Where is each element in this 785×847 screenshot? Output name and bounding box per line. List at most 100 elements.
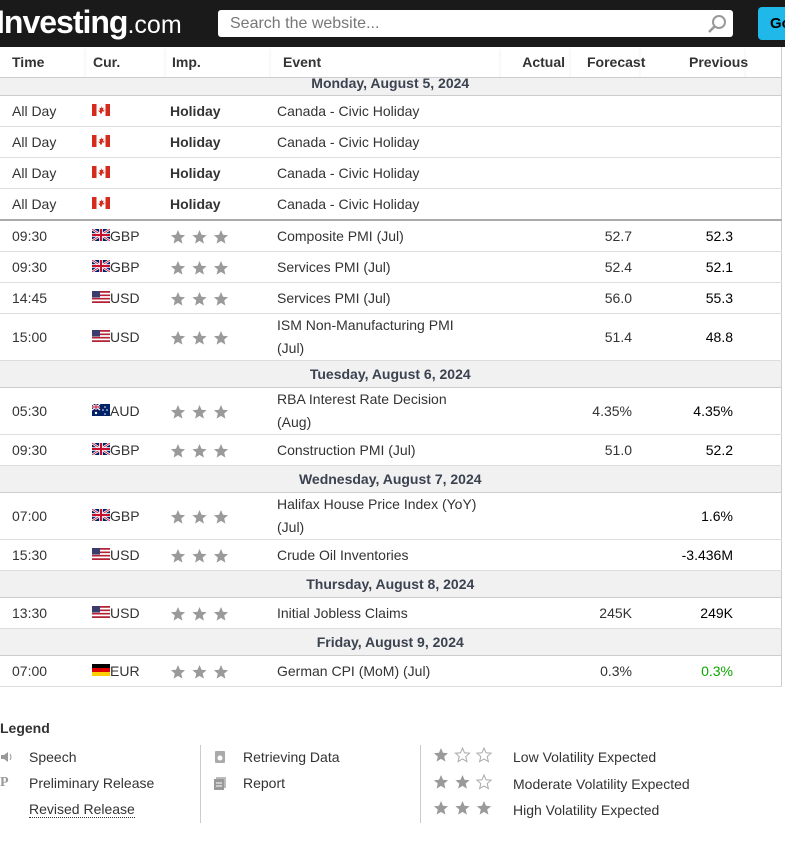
forecast: 51.0 [570, 434, 640, 466]
event-row: 15:30 USD Crude Oil Inventories -3.436M [0, 539, 781, 571]
time: 09:30 [0, 219, 85, 252]
currency-cell: AUD [85, 387, 165, 435]
time: 13:30 [0, 597, 85, 629]
spacer [745, 282, 781, 314]
flag-part [92, 197, 97, 209]
flag-part [92, 606, 100, 613]
spacer [745, 313, 781, 361]
flag-part [105, 104, 110, 116]
date-row: Tuesday, August 6, 2024 [0, 360, 781, 388]
star-filled [192, 260, 207, 275]
event-name: Crude Oil Inventories [277, 546, 409, 563]
column-header: Cur. [85, 47, 165, 78]
previous [640, 95, 745, 127]
event-name: Canada - Civic Holiday [277, 164, 420, 181]
event-row: 15:00 USD ISM Non-Manufacturing PMI (Jul) 5… [0, 313, 781, 361]
actual [500, 282, 570, 314]
logo[interactable]: Investing.com [0, 4, 182, 41]
event-name: Services PMI (Jul) [277, 258, 391, 275]
forecast: 52.4 [570, 251, 640, 283]
event-name: Composite PMI (Jul) [277, 227, 404, 244]
star-empty [454, 747, 471, 763]
forecast [570, 126, 640, 158]
search-icon [708, 15, 726, 33]
time: All Day [0, 126, 85, 158]
legend-title: Legend [0, 720, 50, 736]
spacer [745, 387, 781, 435]
importance-cell [165, 655, 270, 687]
star-filled [170, 330, 186, 345]
actual [500, 95, 570, 127]
event-cell: Canada - Civic Holiday [270, 126, 500, 158]
actual [500, 251, 570, 283]
star-empty [475, 773, 493, 790]
previous: 48.8 [640, 313, 745, 361]
flag-part [92, 443, 110, 455]
flag [91, 508, 111, 522]
flag [92, 197, 110, 209]
event-row: 05:30 AUD RBA Interest Rate Decision (Aug)… [0, 387, 781, 435]
star-filled [192, 229, 207, 244]
importance-stars [170, 548, 229, 563]
importance-stars [433, 747, 493, 763]
importance-cell: Holiday [165, 95, 270, 127]
retrieving-icon [215, 751, 225, 763]
flag-part [92, 404, 100, 410]
flag [91, 228, 111, 242]
currency: GBP [110, 228, 140, 244]
star-filled [192, 404, 207, 419]
preliminary-icon: P [0, 775, 9, 790]
forecast: 245K [570, 597, 640, 629]
spacer [745, 492, 781, 540]
currency-cell: EUR [85, 655, 165, 687]
date-label: Tuesday, August 6, 2024 [0, 360, 781, 388]
date-label: Wednesday, August 7, 2024 [0, 465, 781, 493]
previous: 52.2 [640, 434, 745, 466]
legend-item: Report [243, 775, 286, 791]
event-row: 09:30 GBP Services PMI (Jul) 52.4 52.1 [0, 251, 781, 283]
flag-part [105, 166, 110, 178]
star-filled [455, 774, 470, 789]
holiday-label: Holiday [170, 103, 221, 119]
date-row: Friday, August 9, 2024 [0, 628, 781, 656]
importance-stars [170, 330, 229, 345]
actual [500, 157, 570, 189]
go-button[interactable]: Go [758, 7, 785, 40]
star-filled [192, 548, 207, 563]
flag [92, 606, 110, 618]
importance-cell: Holiday [165, 188, 270, 221]
importance-stars [170, 664, 229, 679]
currency-cell: USD [85, 597, 165, 629]
spacer [745, 188, 781, 221]
flag-part [98, 137, 105, 145]
previous: 0.3% [640, 655, 745, 687]
star-filled [170, 404, 186, 419]
currency-cell: USD [85, 313, 165, 361]
forecast [570, 95, 640, 127]
flag-part [92, 166, 97, 178]
flag [92, 330, 110, 342]
forecast [570, 492, 640, 540]
currency: EUR [110, 663, 140, 679]
star-filled [213, 291, 229, 306]
event-name: Halifax House Price Index (YoY) (Jul) [277, 496, 477, 535]
time: 07:00 [0, 655, 85, 687]
speech-icon [1, 752, 12, 762]
flag-part [104, 413, 106, 415]
star-filled [170, 260, 186, 275]
actual [500, 492, 570, 540]
flag-part [92, 260, 110, 272]
flag-part [92, 330, 110, 342]
top-bar: Investing.com Search the website... Go [0, 0, 785, 47]
event-cell: Composite PMI (Jul) [270, 219, 500, 252]
currency: GBP [110, 442, 140, 458]
flag-part [92, 330, 100, 337]
importance-cell [165, 597, 270, 629]
column-header: Time [0, 47, 85, 78]
event-name: Canada - Civic Holiday [277, 133, 420, 150]
time: 14:45 [0, 282, 85, 314]
flag [92, 548, 110, 560]
event-name: Construction PMI (Jul) [277, 441, 416, 458]
importance-stars [170, 509, 229, 524]
search-box[interactable]: Search the website... [218, 10, 733, 37]
